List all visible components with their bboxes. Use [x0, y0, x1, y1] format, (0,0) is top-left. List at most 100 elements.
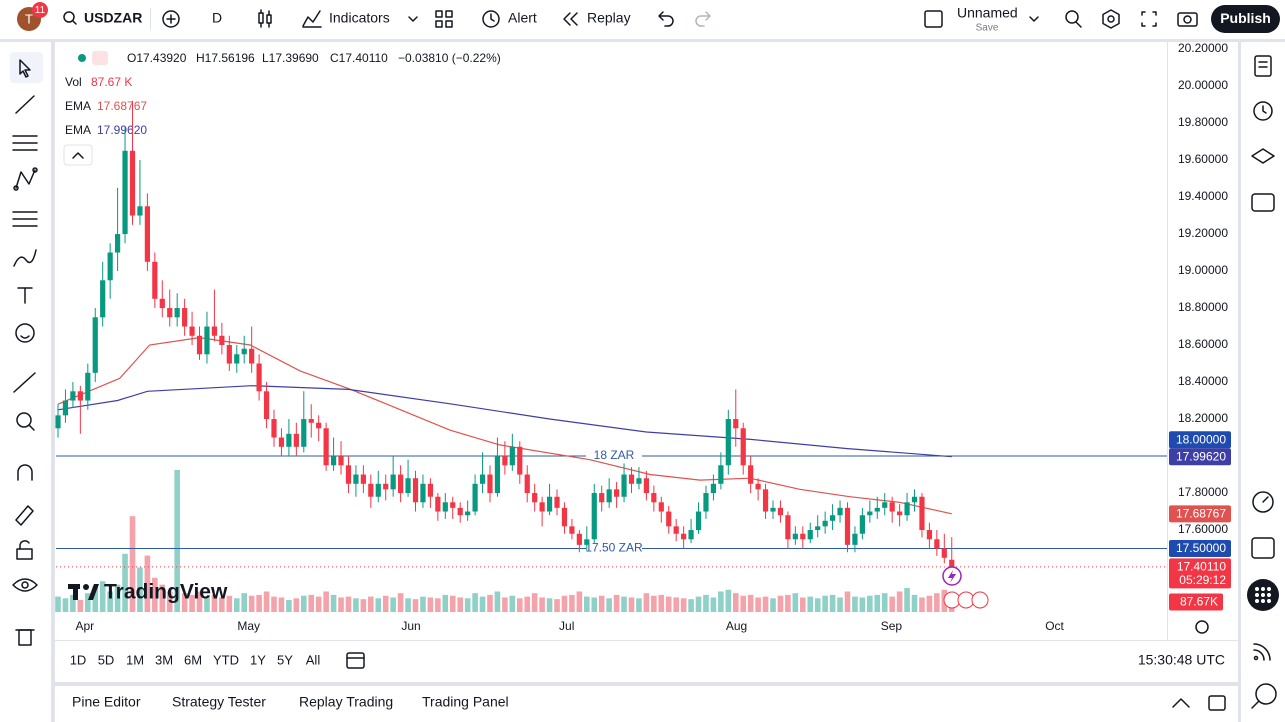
search-icon[interactable]	[63, 11, 77, 25]
candle-body	[278, 437, 285, 447]
volume-bar	[204, 596, 210, 612]
candle-body	[159, 298, 165, 309]
maximize-panel[interactable]	[1208, 695, 1226, 711]
lock-tool[interactable]	[16, 540, 33, 560]
range-button[interactable]: All	[306, 652, 321, 667]
x-tick-label: Jun	[401, 619, 420, 633]
chat-icon[interactable]	[1251, 193, 1275, 212]
goto-date-icon[interactable]	[346, 652, 365, 669]
candle-body	[733, 419, 739, 429]
templates-icon[interactable]	[435, 10, 453, 28]
indicators-button[interactable]: Indicators	[329, 10, 390, 26]
top-bar	[0, 0, 1285, 39]
cursor-tool[interactable]	[19, 59, 31, 78]
indicators-chevron[interactable]	[408, 16, 418, 22]
layout-icon[interactable]	[924, 10, 943, 28]
range-button[interactable]: 3M	[155, 652, 173, 667]
replay-button[interactable]: Replay	[587, 10, 631, 26]
delete-tool[interactable]	[15, 629, 35, 646]
quick-search-icon[interactable]	[1065, 10, 1082, 28]
zoom-tool[interactable]	[16, 412, 35, 431]
candle-body	[360, 474, 366, 484]
redo-icon[interactable]	[695, 11, 711, 27]
axis-settings[interactable]	[1195, 620, 1209, 634]
layout-name[interactable]: Unnamed	[957, 5, 1018, 21]
alert-icon[interactable]	[482, 10, 500, 28]
volume-bar	[881, 593, 888, 612]
bottom-tab[interactable]: Trading Panel	[422, 694, 509, 710]
settings-icon[interactable]	[1102, 9, 1120, 29]
line-label-bg	[586, 541, 642, 556]
volume-bar	[658, 594, 665, 612]
magnet-tool[interactable]	[17, 464, 33, 481]
y-tick-label: 18.60000	[1178, 337, 1228, 351]
y-tick-label: 20.20000	[1178, 41, 1228, 55]
alert-button[interactable]: Alert	[508, 10, 537, 26]
volume-bar	[852, 596, 858, 612]
candle-body	[584, 539, 590, 545]
calendar-icon[interactable]	[1251, 537, 1275, 559]
publish-button[interactable]	[1211, 5, 1280, 33]
range-button[interactable]: 5D	[98, 652, 115, 667]
volume-bar	[792, 593, 799, 612]
indicators-icon[interactable]	[302, 10, 322, 28]
collapse-legend[interactable]	[63, 144, 93, 166]
help-icon[interactable]	[1251, 683, 1277, 709]
volume-bar	[159, 584, 166, 612]
volume-bar	[755, 597, 761, 612]
volume-bar	[99, 581, 106, 612]
x-tick-label: Aug	[726, 619, 747, 633]
undo-icon[interactable]	[658, 11, 674, 27]
prediction-tool[interactable]	[12, 211, 38, 227]
volume-bar	[643, 593, 650, 612]
economic-event[interactable]	[971, 591, 989, 609]
drawing-mode-tool[interactable]	[15, 505, 34, 526]
trendline-tool[interactable]	[15, 95, 35, 114]
volume-bar	[181, 593, 188, 612]
replay-icon[interactable]	[563, 12, 578, 26]
volume-bar	[554, 599, 560, 612]
icons-tool[interactable]	[15, 323, 35, 343]
volume-bar	[345, 596, 352, 612]
bottom-tab[interactable]: Replay Trading	[299, 694, 393, 710]
volume-bar	[449, 595, 456, 612]
y-tick-label: 19.80000	[1178, 115, 1228, 129]
bottom-tab[interactable]: Pine Editor	[72, 694, 141, 710]
range-button[interactable]: 5Y	[277, 652, 293, 667]
compare-icon[interactable]	[162, 10, 180, 28]
measure-tool[interactable]	[13, 372, 36, 393]
bottom-tab[interactable]: Strategy Tester	[172, 694, 266, 710]
candle-body	[524, 474, 530, 494]
target-icon[interactable]	[1252, 491, 1274, 513]
snapshot-icon[interactable]	[1177, 12, 1198, 27]
range-button[interactable]: 6M	[184, 652, 202, 667]
fullscreen-icon[interactable]	[1141, 11, 1157, 27]
candle-body	[837, 507, 843, 516]
y-tick-label: 19.00000	[1178, 263, 1228, 277]
visibility-tool[interactable]	[12, 578, 38, 592]
candle-body	[591, 493, 597, 540]
alerts-sidebar-icon[interactable]	[1253, 101, 1273, 121]
expand-panel[interactable]	[1172, 698, 1190, 708]
range-button[interactable]: 1Y	[250, 652, 266, 667]
text-tool[interactable]	[17, 287, 33, 304]
interval[interactable]: D	[212, 10, 222, 26]
ranges: 1D 5D 1M 3M 6M YTD 1Y 5Y All	[70, 652, 321, 667]
candle-body	[919, 496, 925, 531]
candle-body	[487, 474, 493, 494]
volume-bar	[457, 597, 463, 612]
apps-icon[interactable]	[1247, 579, 1279, 611]
symbol[interactable]: USDZAR	[84, 10, 142, 26]
range-button[interactable]: YTD	[213, 652, 239, 667]
stream-icon[interactable]	[1253, 643, 1271, 661]
candle-body	[949, 559, 955, 567]
range-button[interactable]: 1D	[70, 652, 87, 667]
fib-tool[interactable]	[12, 135, 38, 151]
layout-chevron[interactable]	[1029, 16, 1039, 22]
chart-style-icon[interactable]	[258, 9, 272, 28]
watchlist-icon[interactable]	[1254, 55, 1272, 77]
pattern-tool[interactable]	[13, 167, 38, 191]
data-window-icon[interactable]	[1251, 148, 1275, 164]
brush-tool[interactable]	[13, 249, 37, 267]
range-button[interactable]: 1M	[126, 652, 144, 667]
